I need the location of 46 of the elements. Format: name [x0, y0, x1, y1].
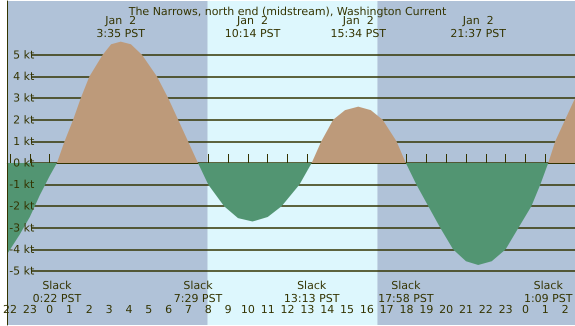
x-tick-label: 20 [439, 303, 454, 316]
annotation: Slack 7:29 PST [174, 279, 223, 305]
x-tick-label: 5 [145, 303, 152, 316]
x-tick-label: 23 [22, 303, 37, 316]
annotation: Slack 17:58 PST [378, 279, 434, 305]
y-tick-label: -3 kt [9, 221, 36, 234]
y-tick-label: 2 kt [13, 113, 36, 126]
y-tick-label: 1 kt [13, 134, 36, 148]
x-tick-label: 22 [478, 303, 493, 316]
x-tick-label: 1 [542, 303, 549, 316]
y-tick-label: 4 kt [13, 70, 36, 84]
x-tick-label: 14 [320, 303, 334, 316]
y-tick-label: -4 kt [9, 242, 36, 256]
x-tick-label: 0 [522, 303, 529, 316]
y-tick-label: 5 kt [13, 48, 36, 62]
annotation: Jan 2 3:35 PST [96, 14, 146, 40]
x-tick-label: 1 [66, 303, 73, 316]
x-tick-label: 23 [498, 303, 513, 316]
y-tick-label: -2 kt [9, 200, 36, 213]
y-tick-label: -5 kt [9, 264, 36, 278]
x-tick-label: 19 [419, 303, 434, 316]
x-tick-label: 18 [399, 303, 414, 316]
y-tick-label: -1 kt [9, 178, 36, 192]
x-tick-label: 4 [125, 303, 132, 316]
x-tick-label: 17 [380, 303, 394, 316]
x-tick-label: 7 [184, 303, 192, 316]
x-tick-label: 21 [458, 303, 473, 316]
x-tick-label: 16 [360, 303, 374, 316]
annotation: Jan 2 21:37 PST [450, 14, 506, 40]
y-tick-label: 3 kt [13, 92, 36, 105]
x-tick-label: 10 [240, 303, 255, 316]
x-tick-label: 3 [106, 303, 113, 316]
x-tick-label: 2 [86, 303, 93, 316]
x-tick-label: 8 [204, 303, 212, 316]
annotation: Slack 13:13 PST [284, 279, 340, 305]
annotation: Slack 0:22 PST [32, 279, 82, 305]
annotation: Slack 1:09 PST [524, 279, 573, 305]
x-tick-label: 6 [165, 303, 172, 316]
x-tick-label: 11 [260, 303, 275, 316]
x-tick-label: 13 [300, 303, 314, 316]
x-tick-label: 2 [562, 303, 569, 316]
x-tick-label: 12 [280, 303, 295, 316]
annotation: Jan 2 10:14 PST [224, 14, 281, 40]
x-tick-label: 15 [340, 303, 354, 316]
x-tick-label: 0 [46, 303, 54, 316]
x-tick-label: 9 [224, 303, 232, 316]
